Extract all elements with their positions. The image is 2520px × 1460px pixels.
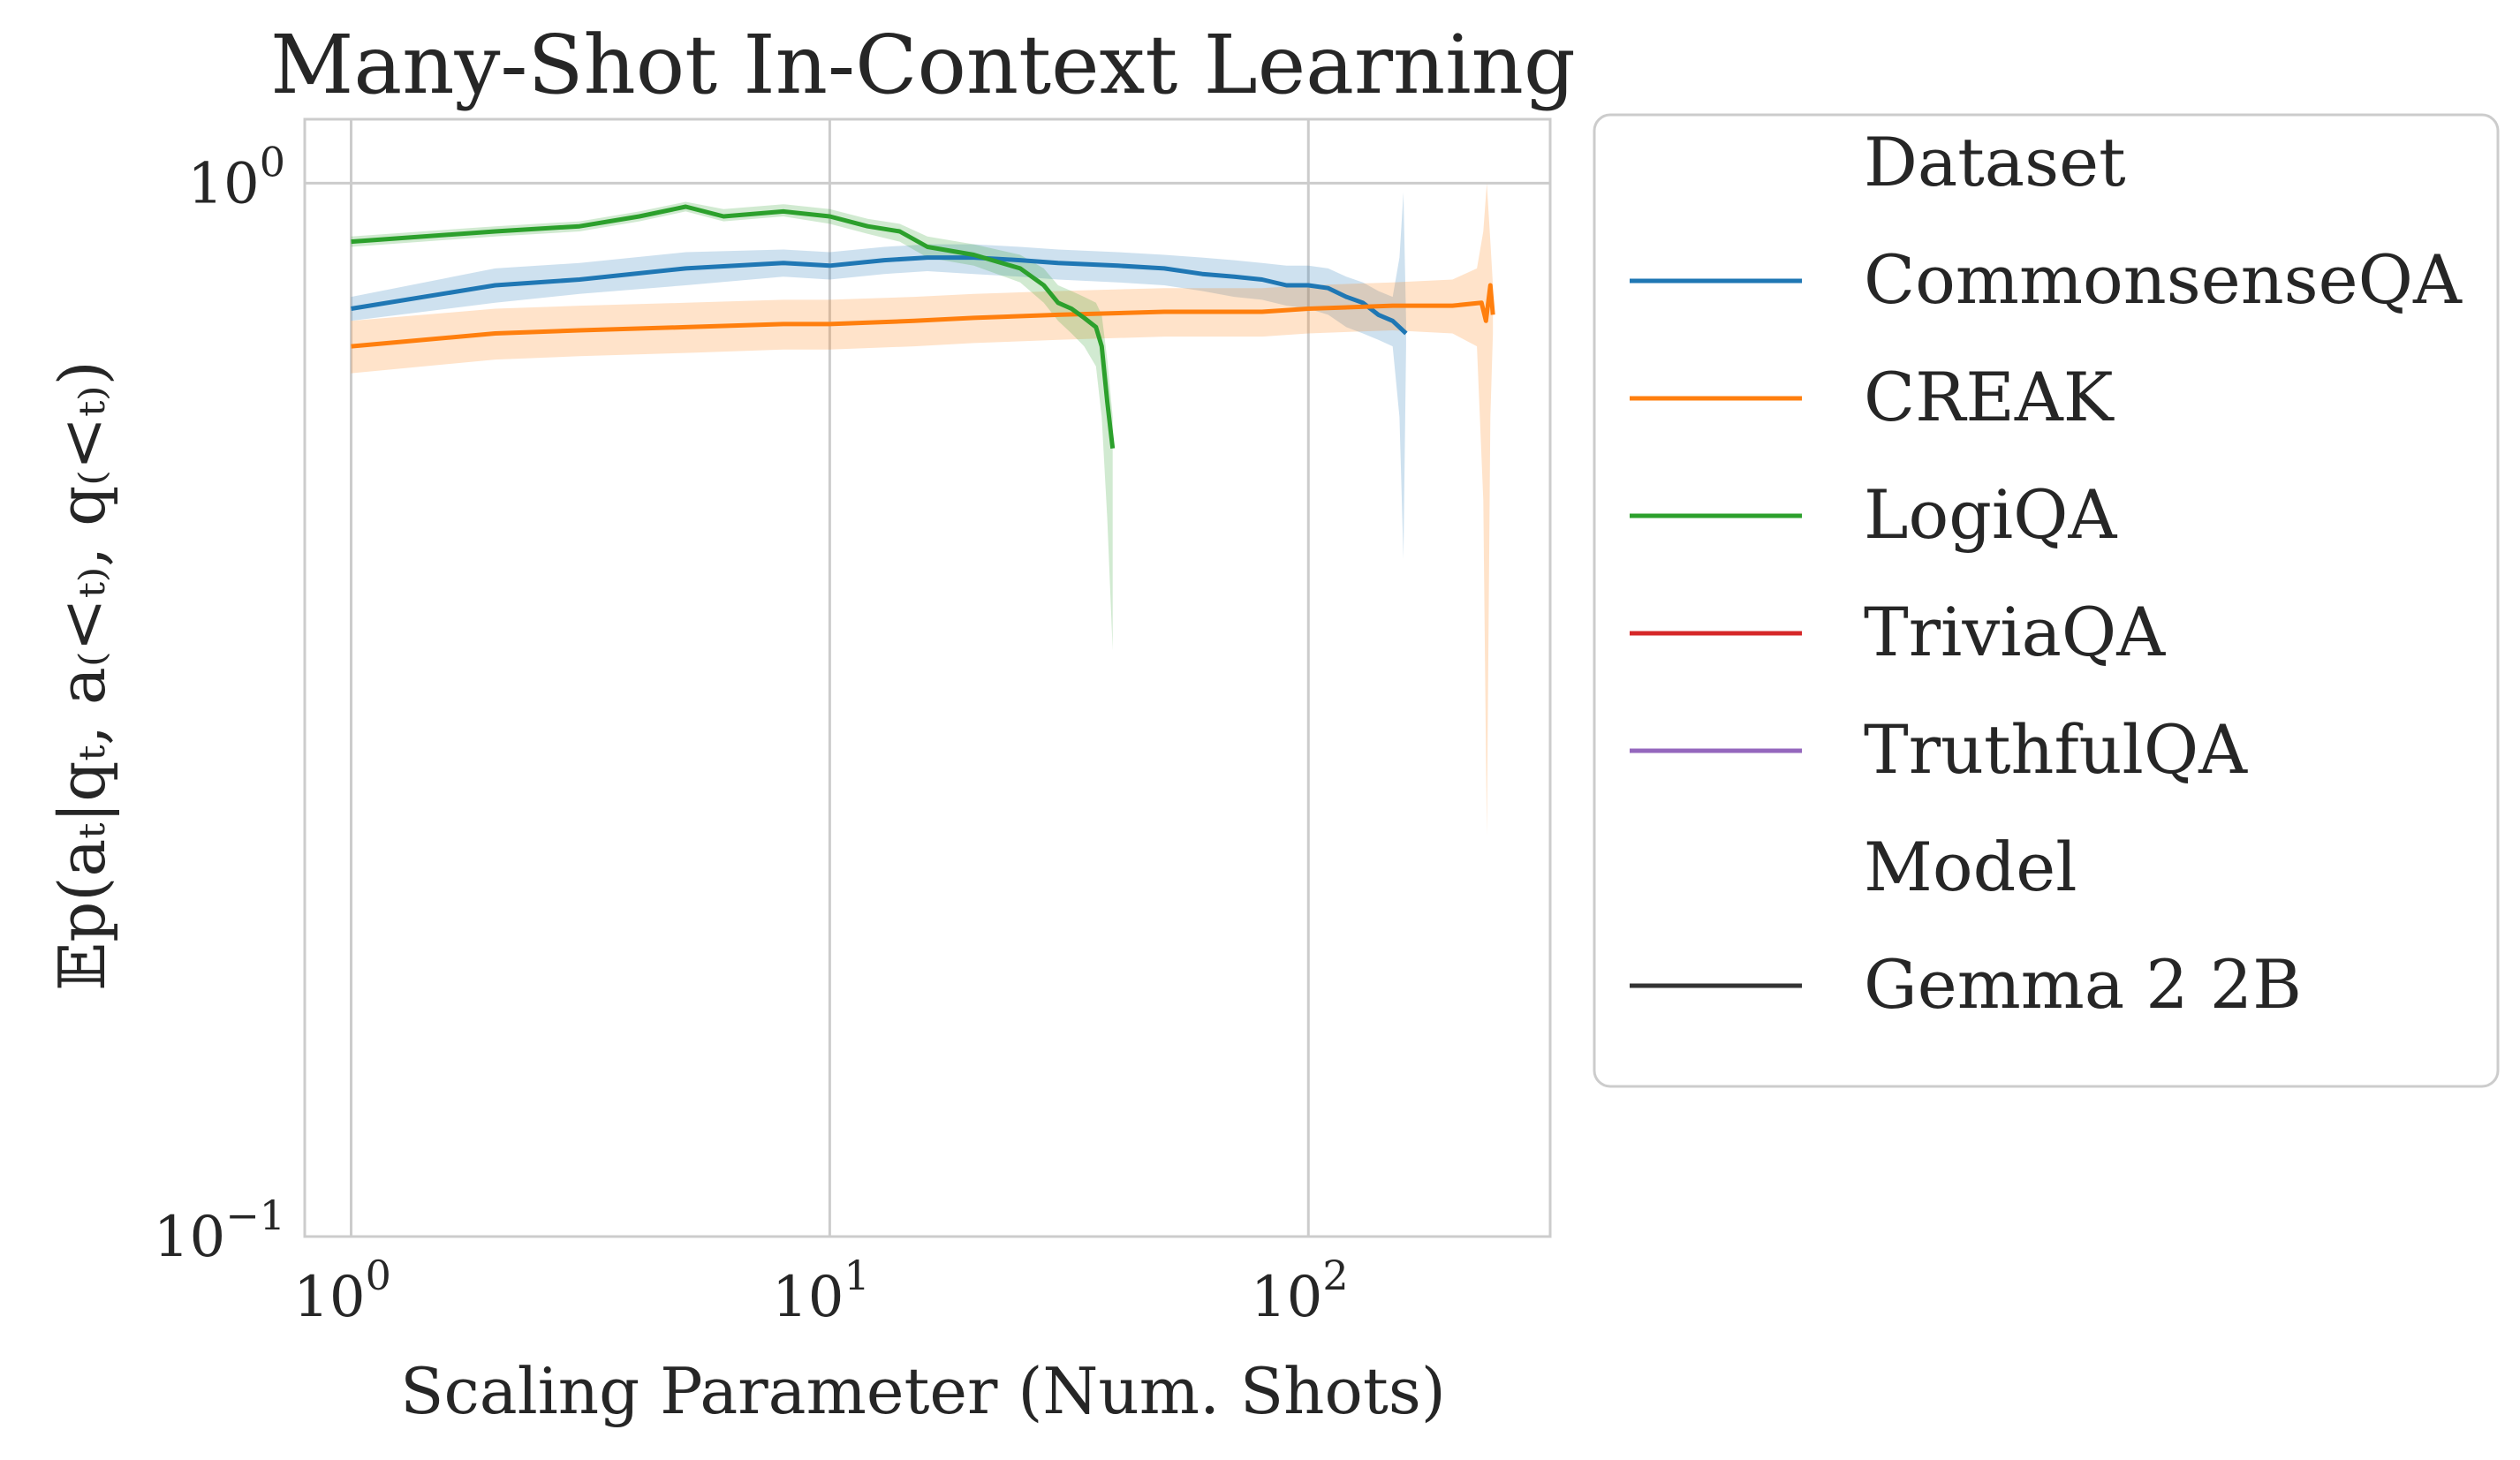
legend-box [1593,113,2500,1088]
x-tick-label: 102 [1251,1252,1349,1330]
commonsenseqa-band [351,192,1406,559]
x-tick-label: 100 [293,1252,391,1330]
x-axis-label: Scaling Parameter (Num. Shots) [400,1354,1446,1428]
legend-entries: Dataset CommonsenseQA CREAK LogiQA TriviaQA T… [1630,123,2463,1024]
y-axis-label: 𝔼p(aₜ|qₜ, a₍<ₜ₎, q₍<ₜ₎) [45,360,119,990]
confidence-bands [351,183,1494,836]
legend-entry-model: Gemma 2 2B [1864,945,2302,1024]
legend-entry-logiqa: LogiQA [1864,475,2117,554]
legend-entry-creak: CREAK [1864,358,2115,436]
series-lines [351,204,1495,449]
y-tick-label: 10−1 [154,1191,285,1270]
chart-title: Many-Shot In-Context Learning [270,18,1576,112]
x-tick-label: 101 [772,1252,870,1330]
legend-header-model: Model [1864,828,2077,906]
plot-frame [303,117,1552,1238]
creak-line [351,283,1495,349]
legend-entry-commonsenseqa: CommonsenseQA [1864,240,2463,319]
y-tick-label: 100 [187,138,285,216]
commonsenseqa-line [351,255,1408,336]
creak-band [351,183,1494,836]
logiqa-line [351,204,1116,449]
plot-area [303,117,1552,1238]
legend-header-dataset: Dataset [1864,123,2126,201]
legend-entry-triviaqa: TriviaQA [1864,593,2166,671]
legend: Dataset CommonsenseQA CREAK LogiQA TriviaQA T… [1593,113,2500,1088]
legend-entry-truthfulqa: TruthfulQA [1864,710,2248,789]
